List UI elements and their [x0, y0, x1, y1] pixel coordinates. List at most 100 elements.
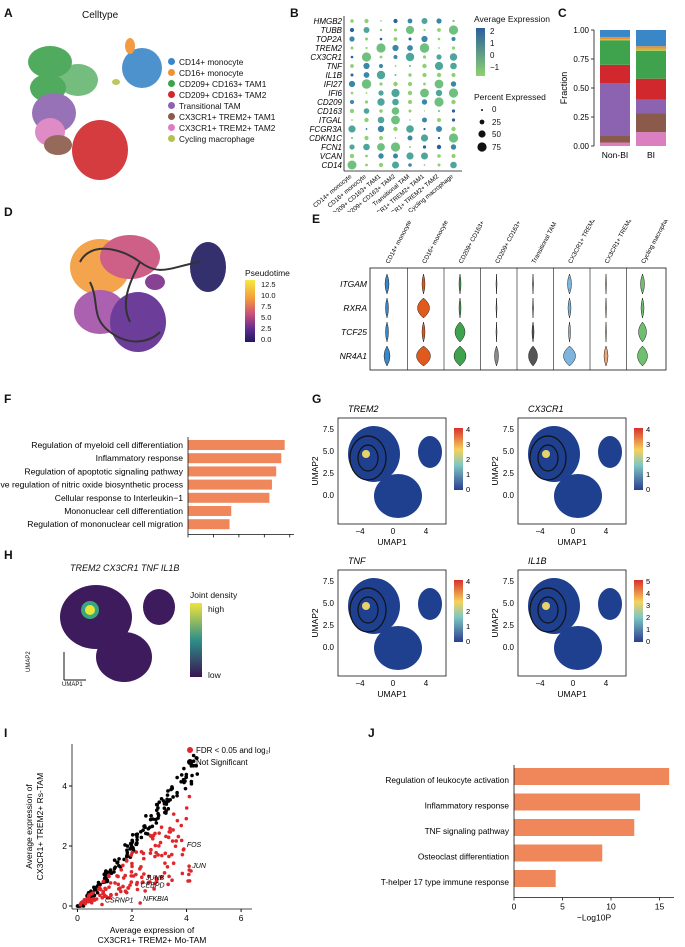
gene-label: IL1B — [326, 71, 343, 80]
g-ytick-label: 5.0 — [503, 447, 515, 456]
legend-label: Transitional TAM — [179, 101, 241, 111]
violin-shape — [455, 322, 465, 342]
i-point-ns — [123, 843, 127, 847]
i-point-ns — [190, 774, 194, 778]
density-gradient — [190, 603, 202, 677]
i-point-sig — [166, 865, 170, 869]
gene-label: CDKN1C — [309, 134, 342, 143]
g-colorbar-tick: 2 — [646, 613, 650, 622]
i-point-sig — [186, 879, 190, 883]
dot — [422, 99, 427, 104]
dot — [438, 137, 440, 139]
dot — [409, 119, 410, 120]
g-cluster-c — [598, 436, 622, 468]
panel-letter-a: A — [4, 6, 13, 20]
bar-label: Regulation of T-helper 17 type immune re… — [380, 877, 509, 887]
g-xtick-label: 0 — [571, 527, 576, 536]
g-xtick-label: 4 — [424, 527, 429, 536]
e-celltype-label: CD209+ CD163+ TAM2 — [494, 220, 531, 265]
bar — [514, 870, 556, 887]
i-ylabel-1: Average expression of — [24, 784, 34, 869]
g-ytick-label: 2.5 — [503, 469, 515, 478]
legend-row: CD14+ monocyte — [168, 56, 288, 67]
dot — [393, 154, 398, 159]
i-point-ns — [151, 817, 155, 821]
bar-xlabel: −Log10P — [577, 913, 612, 923]
g-ylabel: UMAP2 — [310, 608, 320, 638]
c-ytick-label: 0.75 — [573, 55, 589, 64]
dot — [395, 137, 396, 138]
dot — [422, 118, 427, 123]
pt-cluster-d — [110, 292, 166, 352]
g-ytick-label: 0.0 — [503, 643, 515, 652]
panel-b-avg-ticks: 2 1 0 −1 — [490, 26, 499, 74]
i-point-sig — [174, 844, 178, 848]
pt-cluster-b — [100, 235, 160, 279]
i-point-ns — [166, 793, 170, 797]
dot — [451, 144, 456, 149]
c-bar-segment — [600, 30, 630, 37]
c-bar-segment — [636, 100, 666, 114]
g-colorbar-tick: 1 — [646, 470, 650, 479]
bar-label: Inflammatory response — [96, 453, 184, 463]
cluster-cycling — [112, 79, 120, 85]
violin-shape — [496, 274, 497, 294]
i-point-sig — [123, 874, 127, 878]
g-cluster-b — [554, 626, 602, 670]
g-cluster-c — [418, 588, 442, 620]
i-point-sig — [179, 824, 183, 828]
dot — [394, 29, 397, 32]
legend-dot — [168, 69, 175, 76]
g-colorbar-tick: 0 — [646, 637, 650, 646]
dot — [380, 38, 383, 41]
i-point-sig — [130, 870, 134, 874]
c-bar-segment — [636, 51, 666, 79]
i-xtick-label: 6 — [239, 913, 244, 923]
c-xtick-label: BI — [647, 150, 655, 160]
dot — [362, 79, 371, 88]
g-colorbar-tick: 0 — [466, 485, 470, 494]
gene-label: CD14 — [322, 161, 343, 170]
i-point-sig — [160, 825, 164, 829]
i-xtick-label: 0 — [75, 913, 80, 923]
dot — [393, 127, 397, 131]
i-point-sig — [83, 898, 87, 902]
dot — [349, 81, 355, 87]
dot — [364, 27, 370, 33]
legend-dot — [168, 80, 175, 87]
dot — [348, 161, 357, 170]
violin-shape — [459, 298, 461, 318]
dot — [393, 82, 397, 86]
i-gene-label: CSRNP1 — [105, 898, 134, 905]
dot — [350, 64, 354, 68]
dot — [366, 92, 368, 94]
cluster-cd14 — [122, 48, 162, 88]
dot — [378, 126, 384, 132]
g-ytick-label: 2.5 — [323, 621, 335, 630]
gene-label: FCGR3A — [310, 125, 342, 134]
bar — [188, 440, 285, 450]
dot — [422, 64, 426, 68]
dot — [420, 43, 429, 52]
i-xtick-label: 2 — [130, 913, 135, 923]
i-point-ns — [182, 781, 186, 785]
legend-row: Cycling macrophage — [168, 133, 288, 144]
gene-label: HMGB2 — [314, 17, 343, 26]
cluster-cd209-tam2 — [72, 120, 128, 180]
gene-label: CX3CR1 — [310, 53, 342, 62]
violin-shape — [385, 274, 389, 294]
i-point-sig — [171, 828, 175, 832]
dot — [366, 128, 368, 130]
dot — [391, 89, 399, 97]
i-point-ns — [195, 772, 199, 776]
panel-h-colorbar — [190, 603, 204, 677]
panel-d-legend-title: Pseudotime — [245, 268, 290, 278]
g-xtick-label: −4 — [535, 679, 545, 688]
g-hotspot — [362, 602, 370, 610]
dot — [349, 144, 354, 149]
dot — [380, 20, 381, 21]
g-ytick-label: 7.5 — [503, 425, 515, 434]
g-xlabel: UMAP1 — [557, 689, 587, 699]
dot — [363, 144, 370, 151]
dot — [420, 89, 429, 98]
